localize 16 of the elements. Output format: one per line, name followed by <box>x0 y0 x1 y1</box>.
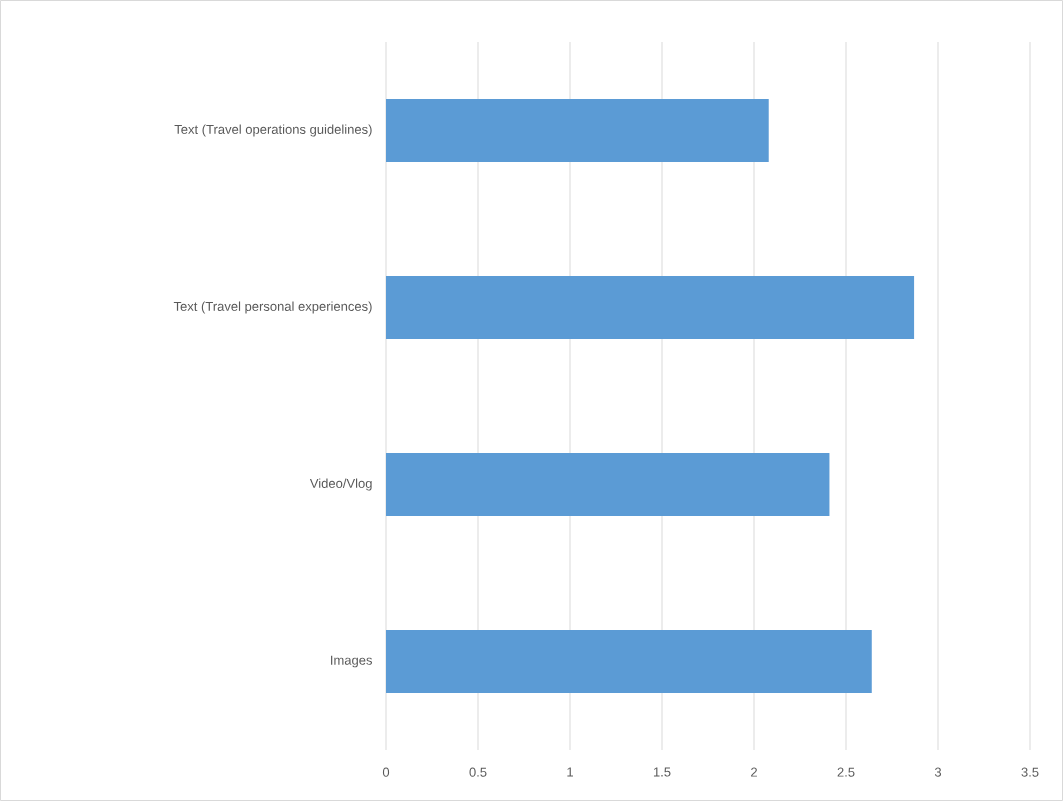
y-tick-label: Video/Vlog <box>309 478 372 491</box>
x-tick-label: 0 <box>382 767 390 777</box>
bar <box>386 99 769 162</box>
x-tick-label: 2 <box>751 767 757 777</box>
bar <box>386 630 872 694</box>
y-tick-label: Images <box>331 655 373 668</box>
x-tick-label: 1.5 <box>653 767 671 777</box>
y-tick-label: Text (Travel operations guidelines) <box>174 124 372 137</box>
y-tick-label: Text (Travel personal experiences) <box>173 301 372 314</box>
bar <box>386 276 915 340</box>
x-tick-label: 1 <box>567 767 573 777</box>
x-tick-label: 0.5 <box>469 767 487 777</box>
x-tick-label: 2.5 <box>837 767 855 777</box>
bar <box>386 453 830 517</box>
x-tick-label: 3 <box>934 767 942 777</box>
x-tick-label: 3.5 <box>1021 767 1039 777</box>
